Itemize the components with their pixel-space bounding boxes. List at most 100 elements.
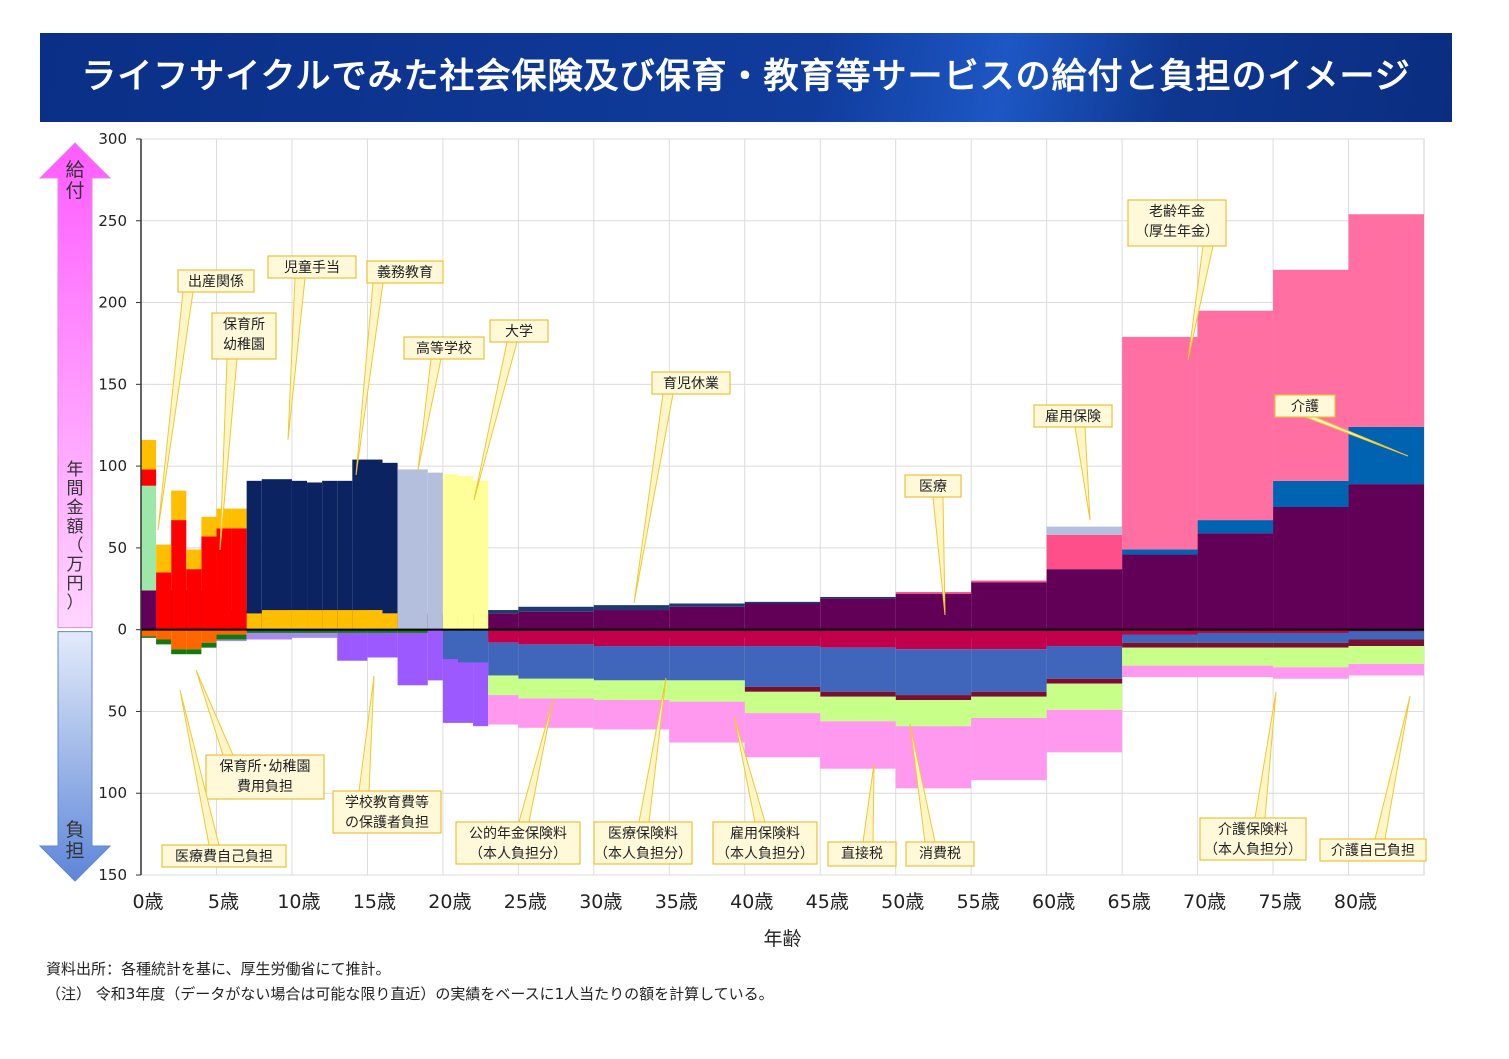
benefit-arrow-label: 給付 xyxy=(65,159,84,202)
bar-segment xyxy=(1197,520,1274,534)
bar-segment xyxy=(971,717,1047,781)
bar-segment xyxy=(1122,665,1198,678)
bar-segment xyxy=(518,629,594,645)
bar-segment xyxy=(1122,647,1198,666)
bar-segment xyxy=(156,544,172,573)
bar-segment xyxy=(1197,310,1274,521)
bar-segment xyxy=(820,691,896,697)
bar-segment xyxy=(337,632,368,661)
callout-label: （厚生年金） xyxy=(1135,224,1219,240)
callout: 出産関係 xyxy=(157,269,255,531)
arrow-char: 年 xyxy=(67,460,84,480)
arrow-char: 額 xyxy=(67,517,84,537)
bar-segment xyxy=(231,508,247,529)
bar-segment xyxy=(1046,646,1123,679)
bar-segment xyxy=(1348,484,1424,630)
arrow-char: 給 xyxy=(65,159,84,181)
bar-segment xyxy=(518,698,594,728)
callout-label: 消費税 xyxy=(919,846,961,862)
bar-segment xyxy=(593,610,670,630)
x-tick-label: 40歳 xyxy=(730,891,773,913)
bar-segment xyxy=(895,699,972,727)
bar-segment xyxy=(971,649,1047,692)
bar-segment xyxy=(1122,336,1198,550)
series-14 xyxy=(216,632,338,642)
callout-label: 保育所･幼稚園 xyxy=(220,759,311,775)
bar-segment xyxy=(895,592,972,594)
bar-segment xyxy=(518,644,594,679)
x-tick-label: 65歳 xyxy=(1108,891,1151,913)
y-tick-label: 150 xyxy=(98,866,127,884)
callout-label: 高等学校 xyxy=(416,340,472,357)
callout-box xyxy=(211,312,277,360)
callout-box xyxy=(366,260,444,284)
arrow-char: 負 xyxy=(65,819,84,841)
series-18 xyxy=(488,631,1424,696)
callout-box xyxy=(905,841,975,867)
bar-segment xyxy=(895,629,972,650)
bar-segment xyxy=(141,469,157,486)
bar-segment xyxy=(186,569,202,630)
bar-segment xyxy=(1046,683,1123,710)
callout-label: 出産関係 xyxy=(188,274,244,290)
bar-segment xyxy=(744,713,821,758)
series-21 xyxy=(488,664,1424,789)
callout: 大学 xyxy=(473,319,549,501)
bar-segment xyxy=(1122,634,1198,643)
callout-box xyxy=(403,336,485,360)
x-tick-label: 70歳 xyxy=(1183,891,1226,913)
callout-label: 児童手当 xyxy=(284,259,340,276)
bar-segment xyxy=(216,629,247,635)
callout-box xyxy=(827,841,897,867)
callout-label: 介護自己負担 xyxy=(1331,843,1415,859)
callout-label: 大学 xyxy=(505,324,533,340)
x-tick-label: 80歳 xyxy=(1334,891,1377,913)
bar-segment xyxy=(1122,629,1198,635)
bar-segment xyxy=(1197,642,1274,648)
bar-segment xyxy=(1348,631,1424,640)
bar-segment xyxy=(1273,632,1349,643)
bar-segment xyxy=(1273,667,1349,679)
bar-segment xyxy=(1046,678,1123,684)
callout-label: 雇用保険 xyxy=(1045,408,1101,425)
callout-box xyxy=(593,821,693,865)
arrow-char: ） xyxy=(67,593,84,613)
bar-segment xyxy=(971,580,1047,583)
bar-segment xyxy=(820,629,896,648)
bar-segment xyxy=(1197,632,1274,643)
callout: 消費税 xyxy=(905,723,975,867)
bar-segment xyxy=(156,572,172,630)
benefit-arrow xyxy=(38,142,112,629)
callout-label: 医療費自己負担 xyxy=(175,848,273,865)
source-note: 資料出所：各種統計を基に、厚生労働省にて推計。 xyxy=(46,960,391,978)
bar-segment xyxy=(216,528,232,630)
bar-segment xyxy=(744,629,821,647)
bar-segment xyxy=(820,647,896,692)
callout-box xyxy=(651,371,731,395)
x-tick-label: 45歳 xyxy=(806,891,849,913)
bar-segment xyxy=(971,696,1047,718)
bar-segment xyxy=(186,649,202,655)
bar-segment xyxy=(669,629,745,647)
bar-segment xyxy=(246,613,262,630)
bar-segment xyxy=(1197,647,1274,666)
bar-segment xyxy=(744,601,821,604)
y-tick-label: 300 xyxy=(98,130,127,148)
callout: 公的年金保険料 （本人負担分） xyxy=(455,699,581,865)
callout-box xyxy=(1274,394,1336,418)
callout: 雇用保険 xyxy=(1033,404,1113,521)
bar-segment xyxy=(669,680,745,702)
bar-segment xyxy=(1348,214,1424,427)
series-3 xyxy=(141,439,398,630)
bar-segment xyxy=(895,593,972,630)
x-tick-label: 35歳 xyxy=(655,891,698,913)
callout: 介護保険料 （本人負担分） xyxy=(1199,691,1307,861)
y-tick-label: 50 xyxy=(108,539,127,557)
bar-segment xyxy=(1348,646,1424,665)
footnote: （注） 令和3年度（データがない場合は可能な限り直近）の実績をベースに1人当たり… xyxy=(46,985,774,1003)
arrow-char: 間 xyxy=(67,479,84,499)
callout: 医療 xyxy=(904,474,962,616)
callout-label: 医療 xyxy=(919,478,947,495)
bar-segment xyxy=(397,632,428,686)
